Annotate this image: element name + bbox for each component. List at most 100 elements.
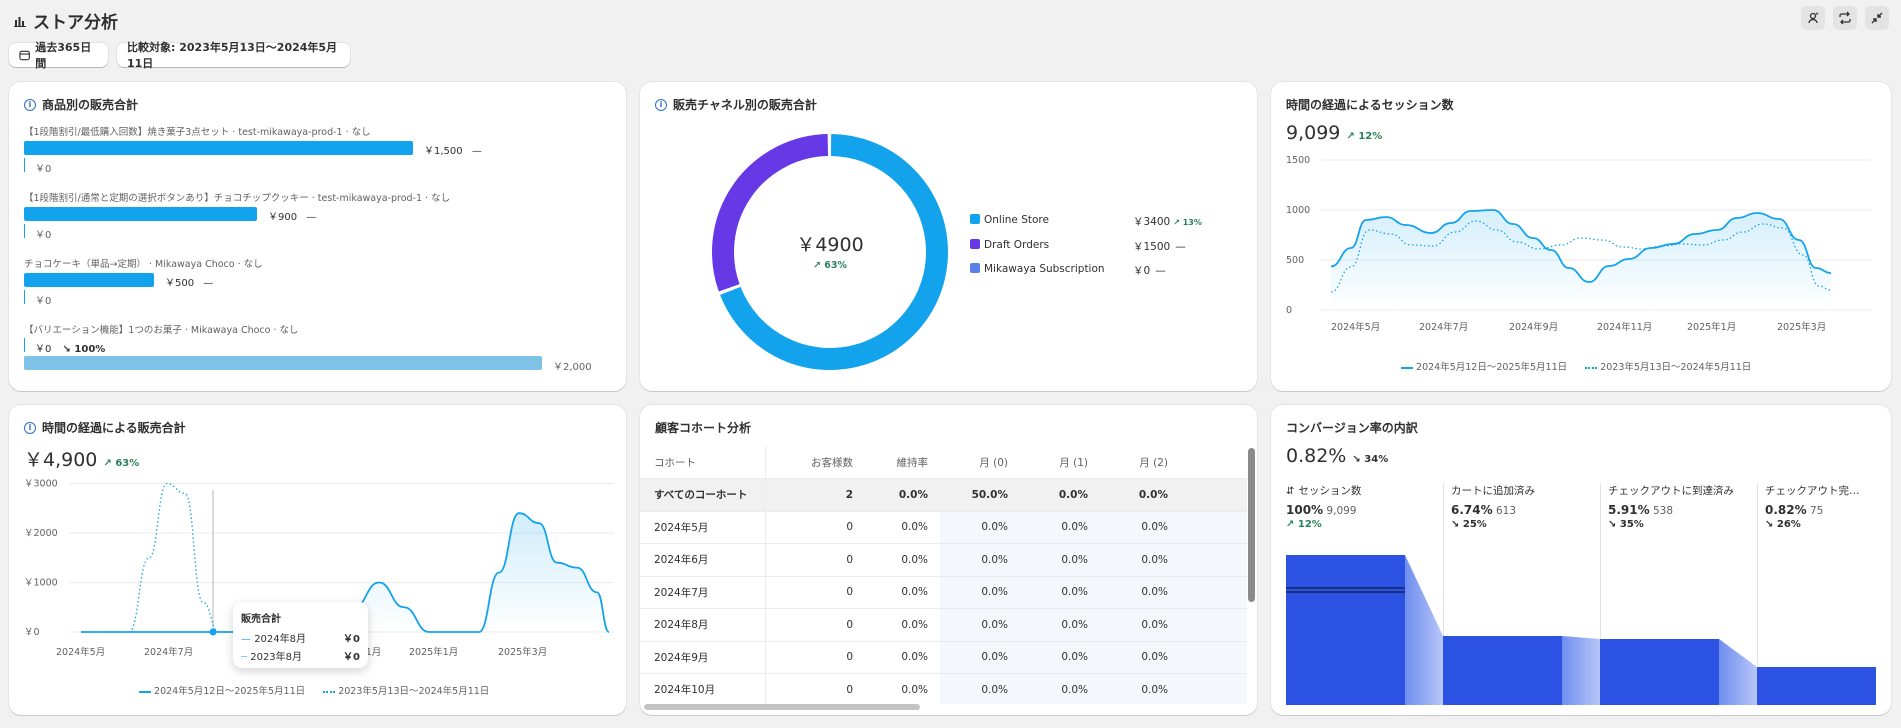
page-title: ストア分析 bbox=[14, 8, 118, 33]
table-row[interactable]: 2024年5月 0 0.0% 0.0% 0.0% 0.0% bbox=[640, 511, 1247, 544]
product-value: ￥0 ↘ 100% bbox=[35, 344, 106, 355]
svg-text:2025年1月: 2025年1月 bbox=[409, 646, 458, 658]
conversion-funnel: ⇵ セッション数 100% 9,099 ↗ 12% カートに追加済み 6.74% 613 ↘… bbox=[1286, 483, 1886, 705]
card-title: 時間の経過によるセッション数 bbox=[1286, 98, 1454, 112]
channel-legend: Online Store ￥3400 ↗ 13% Draft Orders ￥1500—… bbox=[970, 214, 1220, 288]
collapse-button[interactable] bbox=[1865, 6, 1889, 30]
collapse-icon bbox=[1871, 12, 1883, 24]
svg-text:2025年3月: 2025年3月 bbox=[498, 646, 547, 658]
card-title: 販売チャネル別の販売合計 bbox=[673, 98, 817, 112]
date-range-button[interactable]: 過去365日間 bbox=[9, 41, 108, 70]
funnel-connector bbox=[1719, 639, 1757, 705]
horizontal-scrollbar[interactable] bbox=[644, 704, 920, 710]
svg-text:￥1000: ￥1000 bbox=[24, 578, 58, 589]
conversion-card: コンバージョン率の内訳 0.82% ↘ 34% ⇵ セッション数 100% 9,09… bbox=[1271, 405, 1891, 715]
funnel-bar[interactable] bbox=[1443, 636, 1562, 705]
product-value: ￥900 — bbox=[268, 212, 317, 223]
analytics-icon bbox=[14, 17, 26, 27]
svg-text:2024年5月: 2024年5月 bbox=[1331, 321, 1380, 333]
table-row[interactable]: 2024年8月 0 0.0% 0.0% 0.0% 0.0% bbox=[640, 608, 1247, 642]
product-prev-bar[interactable] bbox=[24, 356, 542, 370]
product-label: チョコケーキ（単品→定期） · Mikawaya Choco · なし bbox=[24, 259, 263, 270]
product-bar[interactable] bbox=[24, 141, 413, 155]
info-icon[interactable]: i bbox=[24, 98, 36, 111]
svg-text:0: 0 bbox=[1286, 305, 1292, 316]
cohort-card: 顧客コホート分析 コホート お客様数 維持率月 (0) 月 (1) 月 (2) すべてのコ… bbox=[640, 405, 1257, 715]
legend-item[interactable]: Online Store ￥3400 ↗ 13% bbox=[970, 214, 1220, 239]
sessions-icon: ⇵ bbox=[1286, 486, 1295, 497]
product-prev-value: ￥2,000 bbox=[553, 362, 592, 373]
funnel-bar[interactable] bbox=[1757, 667, 1876, 705]
table-row[interactable]: 2024年10月 0 0.0% 0.0% 0.0% 0.0% bbox=[640, 673, 1247, 704]
product-prev-value: ￥0 bbox=[35, 296, 52, 307]
svg-text:￥2000: ￥2000 bbox=[24, 528, 58, 539]
sessions-card: 時間の経過によるセッション数 9,099 ↗ 12% 1500 1000 500 0 2… bbox=[1271, 82, 1891, 391]
sessions-chart: 1500 1000 500 0 2024年5月 2024年7月 2024年9月 2024年11… bbox=[1286, 155, 1871, 333]
info-icon[interactable]: i bbox=[24, 421, 36, 434]
cohort-table: コホート お客様数 維持率月 (0) 月 (1) 月 (2) すべてのコーホート 2 0.0%… bbox=[640, 446, 1247, 704]
product-prev-value: ￥0 bbox=[35, 164, 52, 175]
sessions-legend: 2024年5月12日〜2025年5月11日 2023年5月13日〜2024年5月… bbox=[1401, 359, 1751, 373]
svg-text:2025年1月: 2025年1月 bbox=[1687, 321, 1736, 333]
vertical-scrollbar[interactable] bbox=[1248, 448, 1255, 602]
table-row[interactable]: 2024年6月 0 0.0% 0.0% 0.0% 0.0% bbox=[640, 543, 1247, 577]
date-range-label: 過去365日間 bbox=[35, 41, 92, 70]
sales-total: ￥4,900 ↗ 63% bbox=[24, 449, 140, 471]
funnel-step[interactable]: チェックアウトに到達済み 5.91% 538 ↘ 35% bbox=[1608, 485, 1734, 530]
compare-button[interactable]: 比較対象: 2023年5月13日〜2024年5月11日 bbox=[117, 41, 350, 70]
cohort-table-wrap: コホート お客様数 維持率月 (0) 月 (1) 月 (2) すべてのコーホート 2 0.0%… bbox=[640, 446, 1247, 704]
product-bar[interactable] bbox=[24, 273, 154, 287]
funnel-connector bbox=[1405, 555, 1443, 705]
svg-text:2024年7月: 2024年7月 bbox=[144, 646, 193, 658]
info-icon[interactable]: i bbox=[655, 98, 667, 111]
svg-text:2025年3月: 2025年3月 bbox=[1777, 321, 1826, 333]
conversion-total: 0.82% ↘ 34% bbox=[1286, 445, 1389, 467]
sales-legend: 2024年5月12日〜2025年5月11日 2023年5月13日〜2024年5月… bbox=[139, 683, 489, 697]
funnel-step[interactable]: ⇵ セッション数 100% 9,099 ↗ 12% bbox=[1286, 485, 1362, 530]
card-title: 商品別の販売合計 bbox=[42, 98, 139, 112]
page-title-text: ストア分析 bbox=[33, 13, 118, 33]
svg-text:1500: 1500 bbox=[1286, 155, 1310, 166]
svg-text:￥3000: ￥3000 bbox=[24, 479, 58, 490]
calendar-icon bbox=[19, 50, 30, 61]
chart-tooltip: 販売合計 — 2024年8月 ￥0 ┈ 2023年8月 ￥0 bbox=[233, 602, 368, 668]
donut-slice[interactable] bbox=[712, 134, 829, 292]
svg-text:2024年7月: 2024年7月 bbox=[1419, 321, 1468, 333]
donut-chart: ￥4900 ↗ 63% bbox=[712, 134, 948, 370]
legend-item[interactable]: Draft Orders ￥1500— bbox=[970, 238, 1220, 264]
svg-text:500: 500 bbox=[1286, 255, 1304, 266]
legend-item[interactable]: Mikawaya Subscription ￥0— bbox=[970, 263, 1220, 288]
product-label: 【1段階割引/最低購入回数】焼き菓子3点セット · test-mikawaya-… bbox=[24, 127, 371, 138]
donut-slice[interactable] bbox=[720, 134, 948, 370]
refresh-button[interactable] bbox=[1833, 6, 1857, 30]
product-bar[interactable] bbox=[24, 207, 257, 221]
card-title: 時間の経過による販売合計 bbox=[42, 421, 186, 435]
channel-sales-card: i 販売チャネル別の販売合計 ￥4900 ↗ 63% Online Store ￥3… bbox=[640, 82, 1257, 391]
product-prev-value: ￥0 bbox=[35, 230, 52, 241]
product-value: ￥1,500 — bbox=[424, 146, 482, 157]
funnel-bar[interactable] bbox=[1286, 555, 1405, 705]
funnel-step[interactable]: チェックアウト完… 0.82% 75 ↘ 26% bbox=[1765, 485, 1860, 530]
product-label: 【1段階割引/通常と定期の選択ボタンあり】チョコチップクッキー · test-m… bbox=[24, 193, 451, 204]
funnel-bar[interactable] bbox=[1600, 639, 1719, 705]
card-title: コンバージョン率の内訳 bbox=[1286, 421, 1418, 435]
sparkle-person-icon bbox=[1808, 12, 1819, 24]
sales-over-time-card: i 時間の経過による販売合計 ￥4,900 ↗ 63% ￥3000 ￥2000 ￥10… bbox=[9, 405, 626, 715]
svg-text:2024年5月: 2024年5月 bbox=[56, 646, 105, 658]
donut-change: ↗ 63% bbox=[813, 260, 848, 271]
table-row[interactable]: すべてのコーホート 2 0.0% 50.0% 0.0% 0.0% bbox=[640, 478, 1247, 512]
table-row[interactable]: 2024年9月 0 0.0% 0.0% 0.0% 0.0% bbox=[640, 641, 1247, 674]
table-row[interactable]: 2024年7月 0 0.0% 0.0% 0.0% 0.0% bbox=[640, 576, 1247, 609]
donut-total: ￥4900 bbox=[796, 234, 863, 256]
funnel-connector bbox=[1562, 636, 1600, 705]
sessions-total: 9,099 ↗ 12% bbox=[1286, 122, 1383, 144]
svg-text:2024年11月: 2024年11月 bbox=[1597, 321, 1652, 333]
product-value: ￥500 — bbox=[165, 278, 214, 289]
product-sales-card: i 商品別の販売合計 【1段階割引/最低購入回数】焼き菓子3点セット · test… bbox=[9, 82, 626, 391]
funnel-step[interactable]: カートに追加済み 6.74% 613 ↘ 25% bbox=[1451, 485, 1535, 530]
top-bar: ストア分析 bbox=[0, 0, 1901, 40]
table-header: コホート お客様数 維持率月 (0) 月 (1) 月 (2) bbox=[640, 446, 1247, 479]
card-title: 顧客コホート分析 bbox=[655, 421, 752, 435]
magic-button[interactable] bbox=[1801, 6, 1825, 30]
product-label: 【バリエーション機能】1つのお菓子 · Mikawaya Choco · なし bbox=[24, 325, 299, 336]
